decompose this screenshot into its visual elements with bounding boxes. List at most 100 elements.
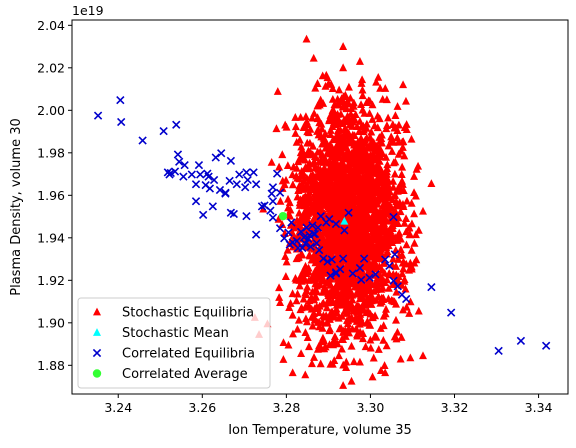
stochastic-equilibria-point — [341, 277, 350, 286]
stochastic-equilibria-point — [335, 324, 344, 333]
stochastic-equilibria-point — [386, 235, 395, 244]
stochastic-equilibria-point — [393, 133, 402, 142]
stochastic-equilibria-point — [399, 264, 408, 273]
stochastic-equilibria-point — [375, 156, 384, 165]
series-correlated-equilibria — [93, 95, 551, 356]
stochastic-equilibria-point — [299, 274, 308, 282]
stochastic-equilibria-point — [369, 175, 378, 184]
stochastic-equilibria-point — [310, 313, 319, 321]
correlated-equilibria-point — [93, 111, 103, 120]
correlated-equilibria-point — [393, 282, 402, 291]
stochastic-equilibria-point — [363, 157, 372, 166]
stochastic-equilibria-point — [327, 80, 336, 88]
correlated-equilibria-point — [204, 172, 213, 181]
stochastic-equilibria-point — [281, 272, 290, 280]
stochastic-equilibria-point — [407, 245, 416, 254]
stochastic-equilibria-point — [372, 77, 381, 86]
stochastic-equilibria-point — [383, 160, 392, 169]
stochastic-equilibria-point — [353, 289, 362, 298]
stochastic-equilibria-point — [325, 315, 334, 323]
stochastic-equilibria-point — [304, 128, 313, 137]
stochastic-equilibria-point — [395, 228, 404, 237]
correlated-equilibria-point — [516, 336, 526, 346]
correlated-equilibria-point — [191, 180, 201, 189]
y-tick-label: 1.92 — [37, 273, 65, 288]
stochastic-equilibria-point — [396, 179, 405, 188]
stochastic-equilibria-point — [378, 242, 387, 250]
series-correlated-average — [278, 211, 288, 221]
stochastic-equilibria-point — [365, 109, 374, 117]
stochastic-equilibria-point — [353, 187, 362, 196]
stochastic-equilibria-point — [294, 315, 303, 324]
stochastic-equilibria-point — [397, 170, 406, 178]
stochastic-equilibria-point — [363, 168, 372, 177]
stochastic-equilibria-point — [366, 205, 375, 213]
stochastic-equilibria-point — [337, 335, 346, 343]
stochastic-equilibria-point — [313, 344, 322, 353]
stochastic-equilibria-point — [391, 157, 400, 166]
stochastic-equilibria-point — [382, 121, 391, 130]
stochastic-equilibria-point — [411, 191, 420, 200]
stochastic-equilibria-point — [376, 231, 385, 240]
plot-area — [93, 34, 551, 389]
stochastic-equilibria-point — [399, 80, 408, 89]
correlated-equilibria-point — [251, 230, 261, 239]
stochastic-equilibria-point — [368, 312, 377, 321]
stochastic-equilibria-point — [299, 294, 308, 303]
stochastic-equilibria-point — [313, 318, 322, 326]
stochastic-equilibria-point — [402, 196, 411, 205]
stochastic-equilibria-point — [316, 206, 325, 215]
correlated-equilibria-point — [209, 175, 219, 185]
stochastic-equilibria-point — [358, 91, 367, 100]
stochastic-equilibria-point — [360, 280, 369, 288]
correlated-equilibria-point — [187, 170, 196, 179]
stochastic-equilibria-point — [275, 162, 284, 171]
stochastic-equilibria-point — [339, 42, 348, 50]
stochastic-equilibria-point — [301, 112, 310, 120]
stochastic-equilibria-point — [317, 247, 326, 256]
correlated-equilibria-point — [268, 213, 278, 222]
stochastic-equilibria-point — [353, 156, 362, 165]
stochastic-equilibria-point — [357, 100, 366, 109]
stochastic-equilibria-point — [373, 123, 382, 132]
stochastic-equilibria-point — [295, 221, 304, 229]
stochastic-equilibria-point — [351, 176, 360, 184]
stochastic-equilibria-point — [326, 359, 335, 368]
stochastic-equilibria-point — [310, 251, 319, 259]
stochastic-equilibria-point — [339, 381, 348, 389]
correlated-equilibria-point — [331, 219, 341, 229]
stochastic-equilibria-point — [394, 137, 403, 146]
y-tick-label: 2.00 — [37, 103, 65, 118]
stochastic-equilibria-point — [326, 185, 335, 194]
stochastic-equilibria-point — [358, 105, 367, 114]
stochastic-equilibria-point — [326, 126, 335, 134]
stochastic-equilibria-point — [335, 85, 344, 94]
stochastic-equilibria-point — [305, 342, 314, 351]
stochastic-equilibria-point — [278, 220, 287, 228]
stochastic-equilibria-point — [346, 153, 355, 162]
y-tick-label: 2.02 — [37, 60, 65, 75]
stochastic-equilibria-point — [377, 148, 386, 156]
stochastic-equilibria-point — [307, 255, 316, 264]
stochastic-equilibria-point — [352, 317, 361, 325]
stochastic-equilibria-point — [328, 106, 337, 114]
stochastic-equilibria-point — [283, 245, 292, 254]
stochastic-equilibria-point — [384, 113, 393, 122]
y-axis: 1.88 1.90 1.92 1.94 1.96 1.98 2.00 2.02 2.04 — [37, 18, 72, 373]
stochastic-equilibria-point — [341, 193, 350, 202]
stochastic-equilibria-point — [402, 240, 411, 249]
stochastic-equilibria-point — [284, 340, 293, 349]
stochastic-equilibria-point — [405, 309, 414, 317]
stochastic-equilibria-point — [369, 247, 378, 256]
correlated-equilibria-point — [166, 168, 175, 178]
stochastic-equilibria-point — [427, 179, 436, 188]
stochastic-equilibria-point — [392, 287, 401, 296]
stochastic-equilibria-point — [336, 163, 345, 172]
correlated-equilibria-point — [191, 197, 201, 206]
stochastic-equilibria-point — [349, 113, 358, 122]
stochastic-equilibria-point — [373, 199, 382, 208]
stochastic-equilibria-point — [380, 361, 389, 369]
stochastic-equilibria-point — [396, 234, 405, 243]
stochastic-equilibria-point — [368, 240, 377, 249]
stochastic-equilibria-point — [358, 318, 367, 327]
